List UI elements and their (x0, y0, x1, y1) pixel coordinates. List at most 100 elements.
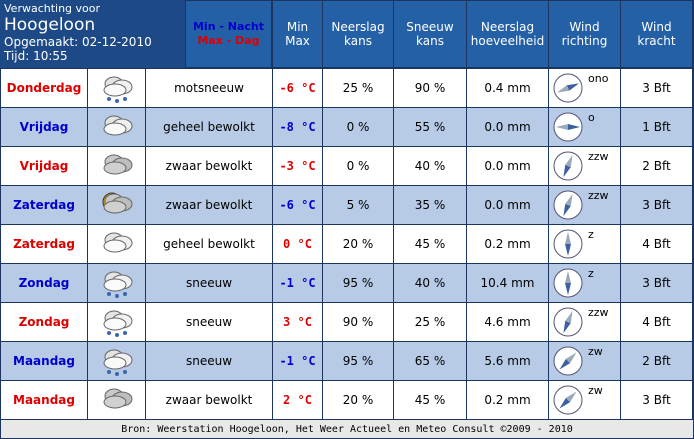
day: Zaterdag (1, 186, 87, 224)
column-header-line: kans (416, 34, 444, 48)
title-block: Verwachting voor Hoogeloon Opgemaakt: 02… (0, 0, 185, 68)
compass (553, 307, 583, 337)
column-header-line: kracht (637, 34, 676, 48)
temperature: -6 °C (273, 186, 322, 224)
temperature: -8 °C (273, 108, 322, 146)
precip-chance: 5 % (323, 186, 393, 224)
wind-force: 3 Bft (621, 381, 692, 419)
cloud-icon (103, 310, 132, 337)
column-header-line: hoeveelheid (470, 34, 545, 48)
temperature: -6 °C (273, 69, 322, 107)
precip-chance: 90 % (323, 303, 393, 341)
precip-chance: 20 % (323, 381, 393, 419)
condition: zwaar bewolkt (146, 381, 272, 419)
day: Vrijdag (1, 108, 87, 146)
condition: zwaar bewolkt (146, 147, 272, 185)
compass (553, 73, 583, 103)
column-header-line: Neerslag (331, 20, 385, 34)
legend-item: Max - Dag (197, 34, 260, 47)
wind-force: 4 Bft (621, 225, 692, 263)
condition: sneeuw (146, 303, 272, 341)
day: Vrijdag (1, 147, 87, 185)
precip-amount: 5.6 mm (467, 342, 548, 380)
compass (553, 190, 583, 220)
wind-force: 3 Bft (621, 69, 692, 107)
compass (553, 112, 583, 142)
compass (553, 151, 583, 181)
weather-icon (88, 381, 145, 419)
precip-chance: 95 % (323, 264, 393, 302)
weather-icon (88, 69, 145, 107)
temperature: -1 °C (273, 264, 322, 302)
column-header-line: Min (286, 20, 309, 34)
snow-chance: 55 % (394, 108, 466, 146)
precip-amount: 0.2 mm (467, 381, 548, 419)
wind-force: 1 Bft (621, 108, 692, 146)
weather-icon (88, 225, 145, 263)
snow-chance: 90 % (394, 69, 466, 107)
condition: sneeuw (146, 264, 272, 302)
precip-amount: 0.4 mm (467, 69, 548, 107)
weather-icon (88, 342, 145, 380)
snow-chance: 40 % (394, 264, 466, 302)
wind-force: 4 Bft (621, 303, 692, 341)
cloud-icon (102, 192, 132, 214)
day: Zondag (1, 303, 87, 341)
condition: sneeuw (146, 342, 272, 380)
compass (553, 346, 583, 376)
wind-direction: o (549, 108, 620, 146)
precip-amount: 4.6 mm (467, 303, 548, 341)
wind-direction-label: zzw (588, 306, 609, 319)
footer: Bron: Weerstation Hoogeloon, Het Weer Ac… (1, 420, 693, 438)
precip-chance: 20 % (323, 225, 393, 263)
wind-direction-label: zzw (588, 150, 609, 163)
column-header-line: Max (285, 34, 310, 48)
cloud-icon (103, 154, 132, 175)
column-header: Sneeuw kans (394, 1, 466, 67)
snow-chance: 25 % (394, 303, 466, 341)
wind-direction: zw (549, 381, 620, 419)
column-header: Neerslag hoeveelheid (467, 1, 548, 67)
compass (553, 268, 583, 298)
day: Donderdag (1, 69, 87, 107)
precip-amount: 0.0 mm (467, 186, 548, 224)
wind-direction-label: z (588, 228, 594, 241)
column-header-line: Wind (641, 20, 672, 34)
updated: Opgemaakt: 02-12-2010 (4, 35, 152, 49)
cloud-icon (103, 271, 132, 298)
wind-direction-label: zw (588, 345, 603, 358)
temperature: 2 °C (273, 381, 322, 419)
day: Zaterdag (1, 225, 87, 263)
temperature: -3 °C (273, 147, 322, 185)
wind-force: 2 Bft (621, 147, 692, 185)
day: Zondag (1, 264, 87, 302)
column-header: Neerslag kans (323, 1, 393, 67)
wind-direction-label: zw (588, 384, 603, 397)
precip-chance: 0 % (323, 108, 393, 146)
condition: motsneeuw (146, 69, 272, 107)
weather-icon (88, 108, 145, 146)
precip-chance: 25 % (323, 69, 393, 107)
cloud-icon (103, 388, 132, 409)
wind-direction: z (549, 264, 620, 302)
wind-direction-label: ono (588, 72, 609, 85)
column-header: Wind kracht (621, 1, 692, 67)
column-header-line: richting (561, 34, 608, 48)
snow-chance: 45 % (394, 381, 466, 419)
condition: geheel bewolkt (146, 108, 272, 146)
condition: zwaar bewolkt (146, 186, 272, 224)
day: Maandag (1, 381, 87, 419)
weather-icon (88, 186, 145, 224)
wind-force: 2 Bft (621, 342, 692, 380)
column-header-line: Sneeuw (406, 20, 454, 34)
cloud-icon (103, 232, 132, 253)
time: Tijd: 10:55 (4, 49, 68, 63)
wind-direction: zw (549, 342, 620, 380)
snow-chance: 35 % (394, 186, 466, 224)
wind-direction: zzw (549, 303, 620, 341)
column-header-line: Wind (569, 20, 600, 34)
cloud-icon (103, 76, 132, 103)
wind-direction-label: zzw (588, 189, 609, 202)
precip-amount: 0.2 mm (467, 225, 548, 263)
